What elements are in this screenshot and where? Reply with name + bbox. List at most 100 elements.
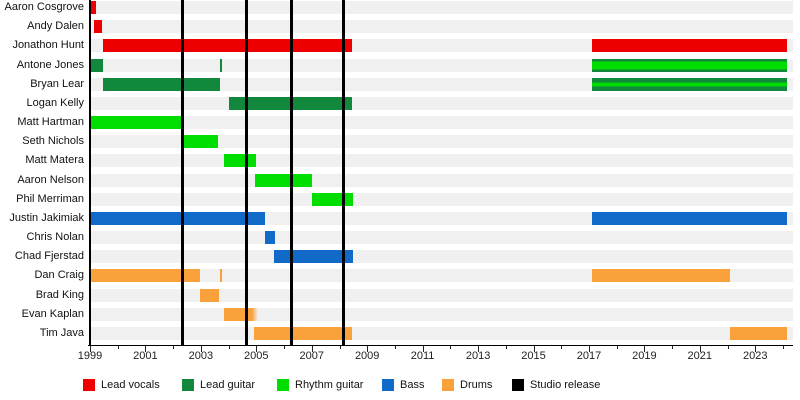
- timeline-bar-rhythm_guitar: [90, 116, 183, 129]
- axis-tick-label: 2009: [354, 350, 380, 362]
- member-name-label: Chad Fjerstad: [14, 250, 84, 262]
- axis-tick-label: 2013: [465, 350, 491, 362]
- legend-item-label: Lead guitar: [200, 379, 256, 391]
- axis-tick-label: 2005: [244, 350, 269, 362]
- timeline-bar-drums: [591, 269, 731, 282]
- timeline-bar-lead_guitar: [591, 59, 788, 72]
- axis-tick-label: 2017: [576, 350, 602, 362]
- timeline-bar-lead_guitar: [102, 78, 221, 91]
- timeline-bar-drums: [224, 308, 258, 321]
- timeline-bar-drums: [253, 327, 352, 340]
- axis-tick: [256, 346, 258, 352]
- studio-release-line: [342, 0, 346, 345]
- row-track: [90, 250, 793, 263]
- drums-swatch-icon: [442, 379, 454, 391]
- legend-item-label: Studio release: [530, 379, 601, 391]
- timeline-bar-lead_vocals: [94, 20, 103, 33]
- timeline-bar-drums: [199, 289, 219, 302]
- axis-tick: [311, 346, 313, 352]
- axis-tick-label: 2001: [133, 350, 158, 362]
- row-track: [90, 193, 793, 206]
- timeline-bar-bass: [273, 250, 354, 263]
- axis-tick-label: 2019: [632, 350, 657, 362]
- bottom-axis-line: [88, 345, 793, 346]
- row-track: [90, 327, 793, 340]
- legend-item-label: Bass: [400, 379, 425, 391]
- member-name-label: Tim Java: [39, 327, 84, 339]
- timeline-bar-lead_vocals: [91, 1, 96, 14]
- axis-tick-label: 2003: [188, 350, 214, 362]
- member-name-label: Bryan Lear: [30, 78, 84, 90]
- axis-tick: [90, 346, 91, 352]
- legend-item-label: Lead vocals: [101, 379, 160, 391]
- member-name-label: Evan Kaplan: [21, 308, 84, 320]
- axis-tick: [644, 346, 646, 352]
- row-track: [90, 174, 793, 187]
- lead_guitar-swatch-icon: [182, 379, 194, 391]
- legend-item-label: Drums: [460, 379, 493, 391]
- axis-tick: [755, 346, 757, 352]
- axis-tick: [450, 346, 452, 349]
- timeline-bar-lead_guitar: [219, 59, 223, 72]
- axis-tick: [589, 346, 590, 352]
- member-name-label: Chris Nolan: [26, 231, 84, 243]
- timeline-bar-rhythm_guitar: [254, 174, 312, 187]
- timeline-bar-bass: [264, 231, 276, 244]
- studio-release-line: [245, 0, 249, 345]
- row-track: [90, 1, 793, 14]
- axis-tick: [783, 346, 784, 349]
- member-name-label: Seth Nichols: [22, 135, 84, 147]
- axis-tick: [200, 346, 202, 352]
- axis-tick: [145, 346, 147, 352]
- studio-release-line: [181, 0, 185, 345]
- axis-tick-label: 1999: [77, 350, 103, 362]
- axis-tick: [672, 346, 674, 349]
- row-track: [90, 231, 793, 244]
- member-name-label: Andy Dalen: [27, 20, 84, 32]
- plot-area: [88, 0, 793, 346]
- timeline-bar-lead_guitar: [90, 59, 103, 72]
- member-name-label: Logan Kelly: [26, 97, 85, 109]
- axis-tick: [228, 346, 230, 349]
- row-track: [90, 154, 793, 167]
- timeline-bar-drums: [730, 327, 788, 340]
- axis-tick: [117, 346, 119, 349]
- timeline-bar-rhythm_guitar: [224, 154, 257, 167]
- axis-tick: [394, 346, 396, 349]
- member-name-label: Dan Craig: [34, 269, 84, 281]
- axis-tick-label: 2021: [687, 350, 713, 362]
- bass-swatch-icon: [382, 379, 394, 391]
- left-axis-line: [89, 0, 91, 345]
- timeline-bar-lead_guitar: [591, 78, 788, 91]
- member-name-label: Jonathon Hunt: [12, 39, 84, 51]
- member-name-label: Brad King: [35, 289, 84, 301]
- axis-tick: [173, 346, 175, 349]
- timeline-bar-bass: [90, 212, 265, 225]
- lead_vocals-swatch-icon: [83, 379, 95, 391]
- axis-tick-label: 2023: [743, 350, 768, 362]
- axis-tick: [561, 346, 563, 349]
- axis-tick-label: 2015: [521, 350, 546, 362]
- axis-tick: [505, 346, 507, 349]
- row-track: [90, 135, 793, 148]
- axis-tick: [339, 346, 341, 349]
- member-name-label: Aaron Nelson: [17, 174, 84, 186]
- studio_release-swatch-icon: [512, 379, 524, 391]
- member-name-label: Matt Hartman: [17, 116, 84, 128]
- row-track: [90, 97, 793, 110]
- timeline-bar-bass: [591, 212, 788, 225]
- axis-tick: [422, 346, 424, 352]
- timeline-bar-drums: [219, 269, 223, 282]
- rhythm_guitar-swatch-icon: [277, 379, 289, 391]
- member-name-label: Justin Jakimiak: [9, 212, 84, 224]
- axis-tick-label: 2011: [410, 350, 435, 362]
- axis-tick: [478, 346, 480, 352]
- member-name-label: Antone Jones: [16, 59, 84, 71]
- axis-tick: [727, 346, 729, 349]
- timeline-bar-rhythm_guitar: [311, 193, 354, 206]
- member-name-label: Matt Matera: [25, 154, 84, 166]
- row-track: [90, 289, 793, 302]
- legend: Lead vocals Lead guitar Rhythm guitar Bass D…: [0, 378, 800, 394]
- axis-tick: [699, 346, 701, 352]
